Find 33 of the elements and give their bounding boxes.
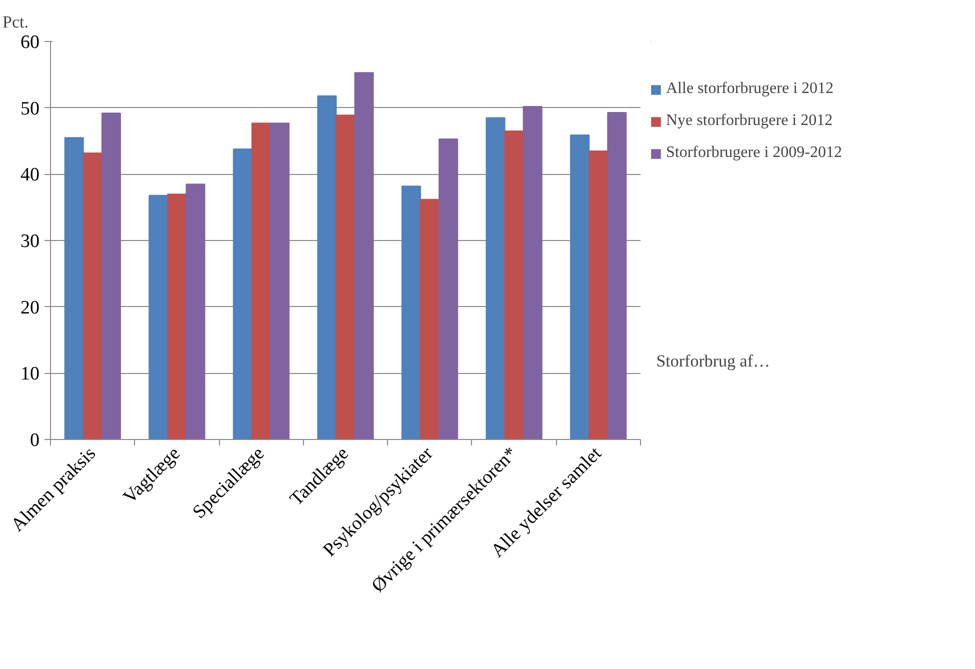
bar xyxy=(186,184,206,440)
y-tick-label: 0 xyxy=(30,430,40,451)
bar xyxy=(251,122,271,440)
legend-label: Alle storforbrugere i 2012 xyxy=(666,80,834,98)
y-tick-label: 10 xyxy=(20,364,40,385)
y-tick-label: 30 xyxy=(20,231,40,252)
y-tick-label: 40 xyxy=(20,164,40,186)
bar xyxy=(354,72,374,440)
bar xyxy=(64,137,84,440)
bar xyxy=(522,106,542,440)
bar xyxy=(438,138,458,440)
bar xyxy=(232,148,252,440)
bar xyxy=(401,186,422,440)
bar xyxy=(607,112,627,440)
y-tick-label: 50 xyxy=(20,98,40,120)
bar xyxy=(486,117,506,440)
bar xyxy=(82,152,102,440)
legend-label: Nye storforbrugere i 2012 xyxy=(666,112,833,130)
bar xyxy=(504,130,524,440)
bar xyxy=(588,150,608,440)
bar xyxy=(336,114,356,440)
bar xyxy=(270,122,290,440)
bar xyxy=(317,95,337,440)
x-axis-title: Storforbrug af… xyxy=(656,352,770,371)
bar xyxy=(420,198,440,440)
bar xyxy=(167,194,187,440)
bar xyxy=(101,112,121,440)
y-tick-label: 20 xyxy=(20,297,40,318)
y-tick-label: 60 xyxy=(20,32,40,53)
legend-label: Storforbrugere i 2009-2012 xyxy=(666,144,842,162)
y-axis-title: Pct. xyxy=(2,12,28,32)
bar xyxy=(570,134,590,440)
bar xyxy=(148,194,168,440)
